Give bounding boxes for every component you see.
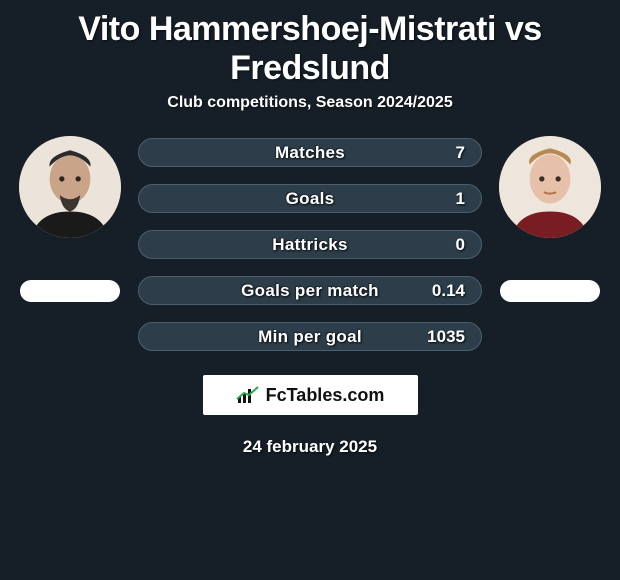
stat-value-right: 1 [456,189,465,209]
avatar-placeholder-icon [499,136,601,238]
stat-value-right: 1035 [427,327,465,347]
stat-label: Hattricks [272,235,347,255]
stat-label: Goals [286,189,335,209]
player-right-avatar [499,136,601,238]
stat-row-goals: Goals 1 [138,184,482,213]
stat-row-goals-per-match: Goals per match 0.14 [138,276,482,305]
player-left-column [8,136,132,302]
stat-label: Matches [275,143,345,163]
stat-row-min-per-goal: Min per goal 1035 [138,322,482,351]
stats-column: Matches 7 Goals 1 Hattricks 0 Goals per … [132,136,488,351]
stat-value-right: 0.14 [432,281,465,301]
date-line: 24 february 2025 [0,437,620,457]
bar-chart-icon [236,385,260,405]
stat-row-matches: Matches 7 [138,138,482,167]
subtitle: Club competitions, Season 2024/2025 [0,94,620,136]
source-logo: FcTables.com [203,375,418,415]
stat-value-right: 0 [456,235,465,255]
player-right-club-pill [500,280,600,302]
player-left-avatar [19,136,121,238]
main-row: Matches 7 Goals 1 Hattricks 0 Goals per … [0,136,620,351]
logo-text: FcTables.com [266,385,385,406]
stat-value-right: 7 [456,143,465,163]
stat-row-hattricks: Hattricks 0 [138,230,482,259]
stat-label: Goals per match [241,281,379,301]
comparison-card: Vito Hammershoej-Mistrati vs Fredslund C… [0,0,620,457]
avatar-placeholder-icon [19,136,121,238]
player-right-column [488,136,612,302]
page-title: Vito Hammershoej-Mistrati vs Fredslund [0,0,620,94]
player-left-club-pill [20,280,120,302]
stat-label: Min per goal [258,327,362,347]
